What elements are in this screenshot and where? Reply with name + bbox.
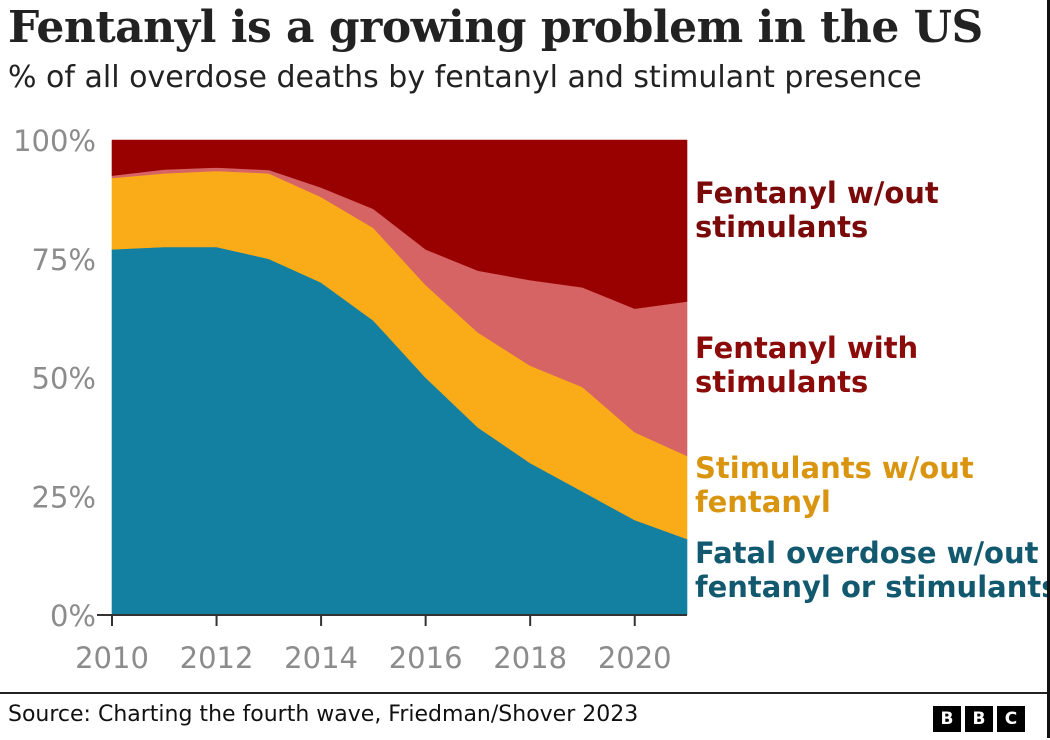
chart-title: Fentanyl is a growing problem in the US — [8, 2, 983, 53]
x-tick-label: 2010 — [75, 641, 149, 675]
y-tick-label: 0% — [50, 599, 96, 633]
series-label: Fatal overdose w/out — [695, 536, 1039, 570]
series-label: stimulants — [695, 210, 868, 244]
x-tick-label: 2014 — [284, 641, 358, 675]
x-tick-label: 2018 — [493, 641, 567, 675]
bbc-logo-letter: B — [965, 706, 993, 732]
series-label: Fentanyl with — [695, 331, 918, 365]
chart-subtitle: % of all overdose deaths by fentanyl and… — [8, 60, 922, 95]
series-label: Fentanyl w/out — [695, 176, 939, 210]
series-label: stimulants — [695, 365, 868, 399]
x-tick-label: 2020 — [598, 641, 672, 675]
source-footer: Source: Charting the fourth wave, Friedm… — [0, 692, 1047, 740]
y-tick-label: 100% — [13, 124, 96, 158]
y-tick-label: 50% — [32, 362, 96, 396]
bbc-logo-letter: B — [933, 706, 961, 732]
x-tick-label: 2016 — [389, 641, 463, 675]
bbc-logo-letter: C — [997, 706, 1025, 732]
y-tick-label: 75% — [32, 243, 96, 277]
series-label: Stimulants w/out — [695, 451, 974, 485]
area-series-3 — [111, 139, 688, 309]
x-tick-label: 2012 — [180, 641, 254, 675]
series-label: fentanyl — [695, 485, 831, 519]
series-label: fentanyl or stimulants — [695, 570, 1047, 604]
stacked-area-chart: 0% 25% 50% 75% 100% 2010 2012 2014 2016 2018 2020 F… — [13, 124, 1047, 675]
source-note: Source: Charting the fourth wave, Friedm… — [8, 702, 639, 727]
bbc-logo: B B C — [933, 706, 1025, 732]
y-tick-label: 25% — [32, 480, 96, 514]
